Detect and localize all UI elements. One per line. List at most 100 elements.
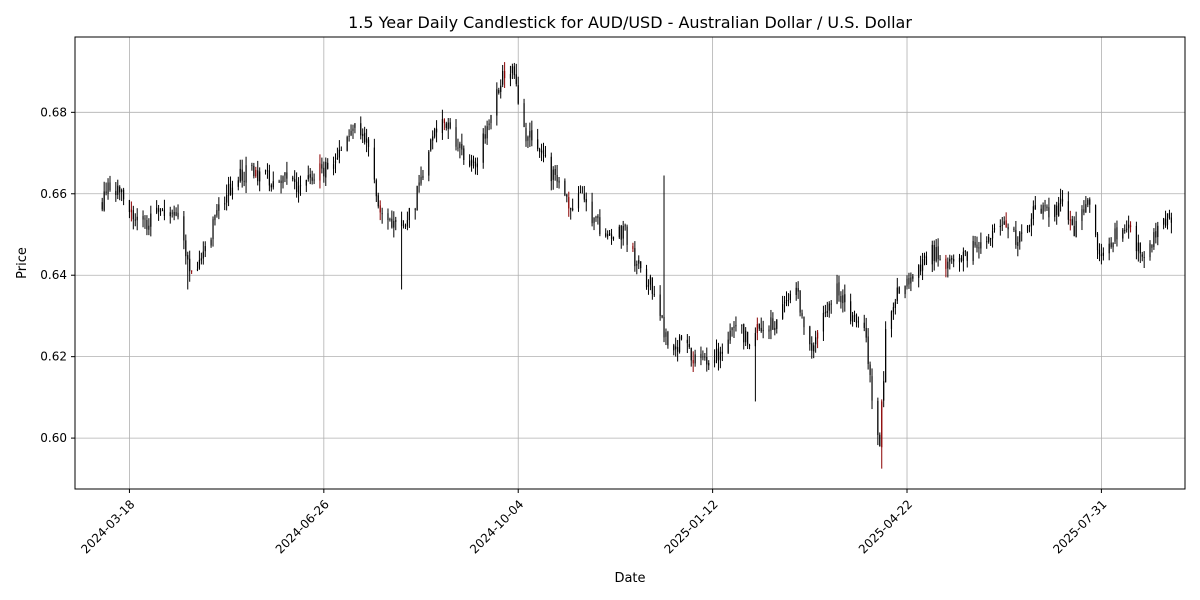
- candle-body: [809, 326, 811, 345]
- candle: [577, 186, 580, 212]
- candle: [1042, 202, 1044, 220]
- candle-body: [612, 236, 615, 240]
- candle: [270, 183, 272, 192]
- candle-body: [1098, 249, 1101, 255]
- candle-body: [311, 177, 313, 181]
- candle-body: [1168, 213, 1171, 218]
- candle-body: [488, 123, 490, 126]
- candle-body: [447, 122, 449, 130]
- candle: [422, 169, 424, 181]
- candle: [231, 180, 234, 200]
- candle-body: [853, 315, 856, 317]
- candle-body: [270, 185, 272, 188]
- candle: [187, 251, 189, 290]
- candle: [783, 295, 786, 313]
- candle-body: [391, 218, 393, 228]
- candle-body: [677, 347, 679, 352]
- candle-body: [200, 258, 202, 261]
- candle-body: [918, 265, 920, 278]
- candle-body: [717, 348, 720, 361]
- candle: [960, 255, 963, 263]
- candle: [157, 204, 160, 221]
- candle: [735, 316, 737, 332]
- candle-body: [1026, 225, 1029, 232]
- candle: [939, 255, 941, 261]
- candle: [1098, 243, 1101, 262]
- candle: [144, 215, 146, 229]
- candle: [708, 360, 710, 371]
- candle-body: [257, 170, 259, 182]
- candle: [634, 241, 636, 272]
- candle: [128, 199, 131, 219]
- candle-body: [1155, 231, 1157, 238]
- candle: [844, 284, 846, 312]
- candle: [348, 129, 350, 142]
- candle: [284, 172, 286, 183]
- candle-body: [490, 114, 492, 124]
- candle-body: [813, 345, 815, 352]
- candle: [130, 201, 132, 222]
- candle-body: [278, 181, 280, 183]
- candle: [500, 79, 502, 99]
- candle-body: [1135, 225, 1138, 252]
- candle: [612, 236, 615, 241]
- candle: [1067, 191, 1069, 225]
- candle-body: [1153, 232, 1155, 247]
- candle: [496, 82, 498, 126]
- candle-body: [1056, 205, 1058, 215]
- candle: [978, 241, 980, 259]
- candle: [568, 191, 570, 217]
- candle: [570, 207, 572, 220]
- candle-body: [486, 126, 488, 139]
- candle-body: [747, 331, 749, 345]
- candle-body: [583, 193, 585, 200]
- candle-body: [933, 245, 935, 261]
- candle-body: [515, 74, 517, 85]
- candle-body: [645, 268, 648, 288]
- candle: [622, 220, 624, 246]
- candle-body: [731, 327, 733, 331]
- candle-body: [1164, 218, 1167, 227]
- candle: [591, 192, 593, 227]
- candle-body: [309, 174, 311, 178]
- candle-body: [1129, 225, 1132, 227]
- candle: [150, 205, 152, 237]
- candle-body: [340, 150, 342, 151]
- candle-body: [552, 169, 554, 180]
- candle-body: [879, 434, 881, 447]
- candle-body: [661, 315, 663, 318]
- candle: [373, 138, 375, 184]
- candle: [659, 285, 661, 321]
- candle: [540, 143, 543, 162]
- candle-body: [579, 191, 582, 193]
- candle-body: [400, 219, 403, 227]
- candle: [461, 133, 463, 156]
- candle-body: [307, 175, 309, 180]
- candle-body: [577, 193, 580, 209]
- candle: [1059, 188, 1062, 212]
- candle: [958, 253, 961, 272]
- candle-body: [1124, 230, 1126, 231]
- candle-body: [245, 165, 247, 183]
- candle: [962, 247, 964, 272]
- candle-body: [482, 133, 484, 163]
- candle: [163, 199, 166, 221]
- candle-body: [498, 90, 500, 93]
- candle-body: [678, 336, 681, 352]
- candle-body: [1110, 242, 1112, 247]
- candle-body: [925, 256, 928, 265]
- candle: [377, 192, 379, 209]
- candle: [449, 118, 451, 130]
- candle-body: [523, 103, 525, 128]
- candle-body: [297, 186, 300, 194]
- candle-body: [908, 278, 910, 285]
- chart-title: 1.5 Year Daily Candlestick for AUD/USD -…: [348, 13, 912, 32]
- candle-body: [990, 238, 992, 240]
- candle-body: [377, 195, 379, 207]
- candle-body: [1067, 201, 1069, 220]
- candle-body: [597, 215, 599, 219]
- candle-body: [694, 354, 696, 364]
- candle: [1096, 232, 1099, 259]
- candle: [474, 157, 477, 175]
- candle: [966, 251, 968, 268]
